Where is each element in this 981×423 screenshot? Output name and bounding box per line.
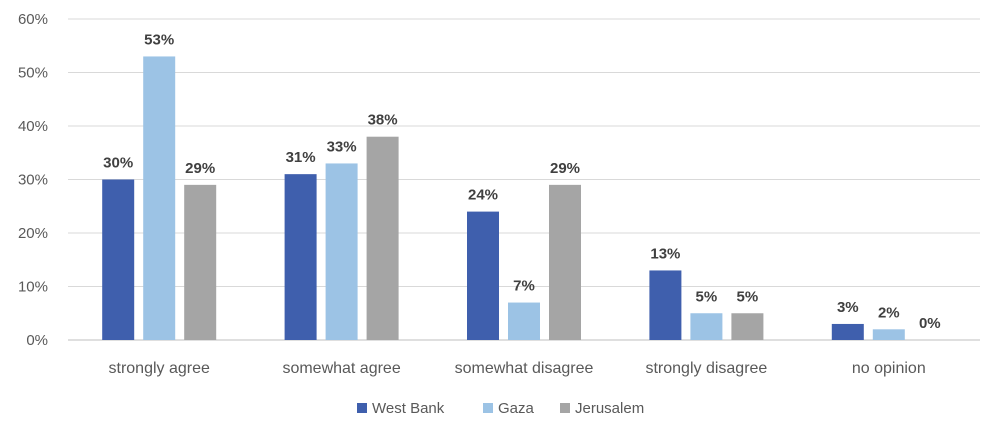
data-label: 0%	[919, 315, 941, 332]
data-label: 33%	[327, 138, 357, 155]
bar	[508, 302, 540, 340]
y-tick-label: 20%	[18, 225, 48, 242]
bar	[831, 323, 864, 340]
category-label: strongly agree	[109, 360, 210, 377]
legend-label: Gaza	[498, 400, 535, 417]
y-tick-label: 10%	[18, 279, 48, 296]
category-label: strongly disagree	[645, 360, 767, 377]
y-tick-label: 60%	[18, 11, 48, 28]
category-label: somewhat disagree	[455, 360, 594, 377]
bar	[143, 56, 176, 340]
data-label: 29%	[550, 160, 580, 177]
data-label: 2%	[878, 304, 900, 321]
y-axis-tick-labels: 0% 10% 20% 30% 40% 50% 60%	[18, 11, 48, 349]
legend: West Bank Gaza Jerusalem	[357, 400, 644, 417]
bar	[184, 184, 217, 340]
data-label: 31%	[286, 149, 316, 166]
legend-label: Jerusalem	[575, 400, 644, 417]
data-label: 29%	[185, 160, 215, 177]
data-label: 3%	[837, 299, 859, 316]
data-label: 5%	[737, 288, 759, 305]
legend-label: West Bank	[372, 400, 445, 417]
data-label: 7%	[513, 278, 535, 295]
data-label: 13%	[650, 245, 680, 262]
y-tick-label: 50%	[18, 65, 48, 82]
y-tick-label: 30%	[18, 172, 48, 189]
bar	[731, 313, 764, 340]
category-label: no opinion	[852, 360, 926, 377]
category-label: somewhat agree	[282, 360, 400, 377]
bar	[872, 329, 905, 340]
bar	[325, 163, 358, 340]
data-label: 53%	[144, 31, 174, 48]
bar	[102, 179, 135, 340]
bar	[366, 136, 399, 340]
y-tick-label: 40%	[18, 118, 48, 135]
legend-swatch	[357, 403, 367, 413]
y-tick-label: 0%	[26, 332, 48, 349]
bar	[649, 270, 682, 340]
legend-swatch	[560, 403, 570, 413]
bars	[102, 56, 905, 340]
bar	[549, 184, 581, 340]
data-labels: 30% 53% 29% 31% 33% 38% 24% 7% 29% 13% 5% 5% 3% 2% 0%	[103, 31, 940, 332]
data-label: 38%	[368, 112, 398, 129]
bar	[467, 211, 499, 340]
gridlines	[68, 18, 980, 341]
bar	[284, 174, 317, 340]
x-axis-category-labels: strongly agree somewhat agree somewhat dis…	[109, 360, 926, 377]
data-label: 5%	[696, 288, 718, 305]
bar	[690, 313, 723, 340]
data-label: 24%	[468, 187, 498, 204]
data-label: 30%	[103, 155, 133, 172]
legend-swatch	[483, 403, 493, 413]
